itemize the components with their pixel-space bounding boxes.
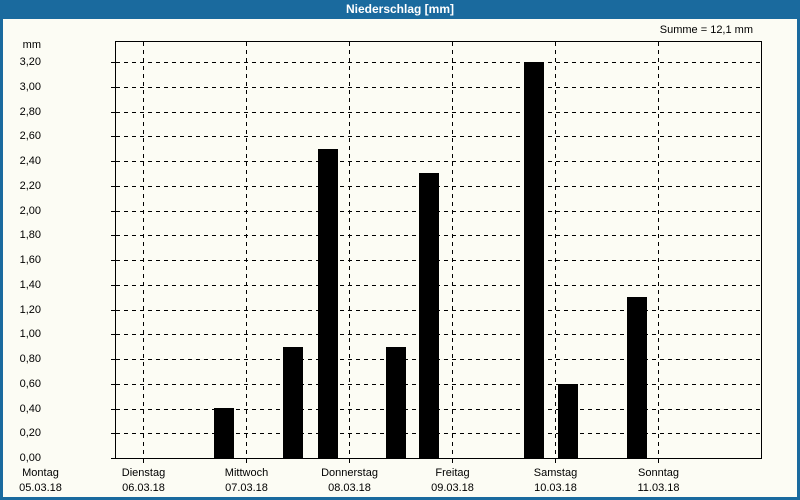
y-gridline — [116, 161, 761, 162]
x-day-label: Samstag 10.03.18 — [504, 467, 607, 495]
precipitation-bar — [214, 408, 234, 458]
y-axis-tick — [111, 161, 115, 162]
y-axis-tick — [111, 260, 115, 261]
y-gridline — [116, 136, 761, 137]
y-tick-label: 2,40 — [19, 155, 41, 167]
day-date-label: 11.03.18 — [637, 482, 680, 494]
day-name-label: Dienstag — [121, 467, 166, 479]
x-axis-tick — [555, 459, 556, 463]
day-name-label: Freitag — [435, 467, 470, 479]
y-tick-label: 1,00 — [19, 328, 41, 340]
y-axis-tick — [111, 359, 115, 360]
chart-area: Summe = 12,1 mm mm 0,00 0,20 0,40 0,60 0,80 1… — [3, 19, 797, 497]
y-gridline — [116, 62, 761, 63]
y-axis-tick — [111, 136, 115, 137]
y-axis-tick — [111, 87, 115, 88]
y-tick-label: 0,80 — [19, 353, 41, 365]
y-tick-label: 2,20 — [19, 180, 41, 192]
x-day-label: Donnerstag 08.03.18 — [298, 467, 401, 495]
day-date-label: 09.03.18 — [431, 482, 474, 494]
window-titlebar[interactable]: Niederschlag [mm] — [0, 0, 800, 19]
x-axis-tick — [349, 459, 350, 463]
y-axis-unit-label: mm — [22, 39, 41, 51]
x-axis-tick — [658, 459, 659, 463]
day-date-label: 07.03.18 — [225, 482, 268, 494]
day-name-label: Donnerstag — [321, 467, 378, 479]
day-date-label: 06.03.18 — [122, 482, 165, 494]
y-tick-label: 0,60 — [19, 378, 41, 390]
day-date-label: 08.03.18 — [328, 482, 371, 494]
sum-annotation: Summe = 12,1 mm — [659, 24, 753, 36]
y-tick-label: 2,60 — [19, 130, 41, 142]
y-tick-label: 0,00 — [19, 452, 41, 464]
day-name-label: Sonntag — [638, 467, 679, 479]
y-tick-label: 1,80 — [19, 229, 41, 241]
day-date-label: 05.03.18 — [19, 482, 62, 494]
y-axis-tick — [111, 186, 115, 187]
x-axis-tick — [143, 459, 144, 463]
precipitation-bar — [419, 173, 439, 458]
day-gridline — [349, 42, 350, 458]
y-tick-label: 1,20 — [19, 304, 41, 316]
y-tick-label: 2,00 — [19, 205, 41, 217]
precipitation-bar — [283, 347, 303, 458]
y-axis-tick — [111, 112, 115, 113]
y-axis-tick — [111, 458, 115, 459]
y-axis-tick — [111, 409, 115, 410]
day-gridline — [555, 42, 556, 458]
day-name-label: Mittwoch — [224, 467, 269, 479]
y-tick-label: 0,40 — [19, 403, 41, 415]
y-tick-label: 2,80 — [19, 106, 41, 118]
y-axis-tick — [111, 235, 115, 236]
x-day-label: Mittwoch 07.03.18 — [195, 467, 298, 495]
day-gridline — [658, 42, 659, 458]
precipitation-bar — [386, 347, 406, 458]
precipitation-bar — [558, 384, 578, 458]
y-gridline — [116, 87, 761, 88]
day-name-label: Montag — [22, 467, 59, 479]
y-axis-tick — [111, 62, 115, 63]
x-day-label: Montag 05.03.18 — [0, 467, 92, 495]
x-axis-tick — [452, 459, 453, 463]
x-axis-tick — [246, 459, 247, 463]
y-tick-label: 3,00 — [19, 81, 41, 93]
y-axis-tick — [111, 310, 115, 311]
x-day-label: Sonntag 11.03.18 — [607, 467, 710, 495]
plot-area — [115, 41, 762, 459]
day-gridline — [246, 42, 247, 458]
precipitation-bar — [318, 149, 338, 458]
y-axis-tick — [111, 433, 115, 434]
y-tick-label: 1,40 — [19, 279, 41, 291]
y-axis-tick — [111, 334, 115, 335]
y-gridline — [116, 112, 761, 113]
day-gridline — [143, 42, 144, 458]
y-tick-label: 1,60 — [19, 254, 41, 266]
day-date-label: 10.03.18 — [534, 482, 577, 494]
precipitation-bar — [627, 297, 647, 458]
y-axis-tick — [111, 211, 115, 212]
y-axis-tick — [111, 285, 115, 286]
y-tick-label: 3,20 — [19, 56, 41, 68]
day-gridline — [452, 42, 453, 458]
x-day-label: Freitag 09.03.18 — [401, 467, 504, 495]
precipitation-bar — [524, 62, 544, 458]
x-day-label: Dienstag 06.03.18 — [92, 467, 195, 495]
y-axis-tick — [111, 384, 115, 385]
day-name-label: Samstag — [533, 467, 578, 479]
y-tick-label: 0,20 — [19, 427, 41, 439]
